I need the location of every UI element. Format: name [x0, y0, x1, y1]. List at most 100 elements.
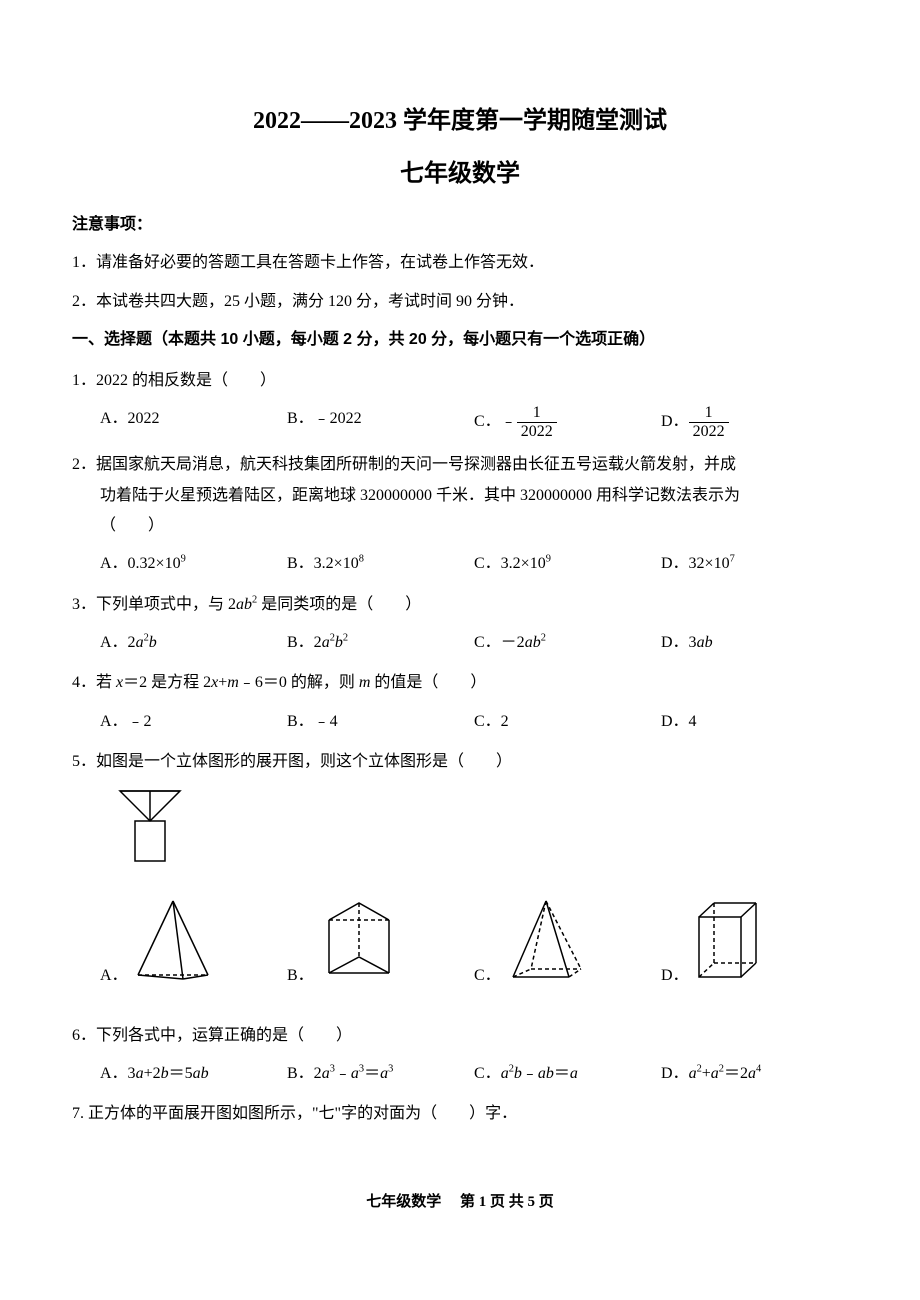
option-a: A．0.32×109 [100, 549, 287, 579]
variable: a [322, 634, 330, 651]
page-subtitle: 七年级数学 [72, 153, 848, 188]
option-d-prefix: D． [661, 413, 689, 430]
variable: b [335, 634, 343, 651]
opt-text: A．0.32×10 [100, 555, 181, 572]
variable: a [748, 1065, 756, 1082]
text: 的值是（ ） [370, 674, 486, 691]
option-label: C． [474, 961, 501, 985]
question-stem: 1．2022 的相反数是（ ） [72, 366, 848, 396]
option-c: C． [474, 895, 661, 985]
question-options: A．0.32×109 B．3.2×108 C．3.2×109 D．32×107 [100, 549, 848, 579]
question-options: A．2022 B．﹣2022 C．﹣12022 D．12022 [100, 404, 848, 440]
variable: ab [538, 1065, 554, 1082]
notice-heading: 注意事项： [72, 210, 848, 240]
option-d: D．a2+a2＝2a4 [661, 1059, 848, 1089]
option-d: D． [661, 895, 848, 985]
notice-item: 2．本试卷共四大题，25 小题，满分 120 分，考试时间 90 分钟． [72, 287, 848, 317]
text: ＝ [554, 1065, 570, 1082]
opt-text: B．3.2×10 [287, 555, 359, 572]
option-label: D． [661, 961, 689, 985]
question-stem: 5．如图是一个立体图形的展开图，则这个立体图形是（ ） [72, 747, 848, 777]
superscript: 8 [359, 554, 364, 565]
option-d: D．12022 [661, 404, 848, 440]
variable: a [351, 1065, 359, 1082]
text: B．2 [287, 634, 322, 651]
question-stem: 7. 正方体的平面展开图如图所示，"七"字的对面为（ ）字． [72, 1099, 848, 1129]
superscript: 9 [546, 554, 551, 565]
superscript: 2 [541, 633, 546, 644]
option-a: A．2022 [100, 404, 287, 440]
option-b: B．3.2×108 [287, 549, 474, 579]
triangular-prism-icon [314, 895, 404, 985]
variable: m [227, 674, 239, 691]
variable: a [570, 1065, 578, 1082]
fraction: 12022 [689, 404, 729, 440]
net-icon [100, 786, 200, 876]
notice-item: 1．请准备好必要的答题工具在答题卡上作答，在试卷上作答无效． [72, 248, 848, 278]
text: B．2 [287, 1065, 322, 1082]
superscript: 4 [756, 1064, 761, 1075]
option-c: C．2 [474, 707, 661, 737]
text: + [702, 1065, 711, 1082]
text: ﹣ [335, 1065, 351, 1082]
text: D．3 [661, 634, 697, 651]
text: 是同类项的是（ ） [257, 596, 421, 613]
page-footer: 七年级数学 第 1 页 共 5 页 [72, 1190, 848, 1211]
option-b: B．﹣2022 [287, 404, 474, 440]
option-c: C．3.2×109 [474, 549, 661, 579]
variable: ab [193, 1065, 209, 1082]
option-c: C．a2b﹣ab＝a [474, 1059, 661, 1089]
option-b: B． [287, 895, 474, 985]
opt-text: D．32×10 [661, 555, 730, 572]
variable: a [501, 1065, 509, 1082]
option-a: A．﹣2 [100, 707, 287, 737]
option-a: A． [100, 895, 287, 985]
unfolded-net-diagram [100, 786, 848, 881]
option-c: C．﹣12022 [474, 404, 661, 440]
text: + [218, 674, 227, 691]
option-label: B． [287, 961, 314, 985]
question-stem: 4．若 x＝2 是方程 2x+m﹣6＝0 的解，则 m 的值是（ ） [72, 668, 848, 698]
opt-text: C．3.2×10 [474, 555, 546, 572]
fraction: 12022 [517, 404, 557, 440]
text: ＝2 [724, 1065, 748, 1082]
option-b: B．2a2b2 [287, 628, 474, 658]
numerator: 1 [689, 404, 729, 423]
superscript: 7 [730, 554, 735, 565]
superscript: 3 [388, 1064, 393, 1075]
question-options: A．2a2b B．2a2b2 C．－2ab2 D．3ab [100, 628, 848, 658]
text: ＝ [364, 1065, 380, 1082]
text: C．－2 [474, 634, 525, 651]
question-options: A．3a+2b＝5ab B．2a3﹣a3＝a3 C．a2b﹣ab＝a D．a2+… [100, 1059, 848, 1089]
q2-line2: 功着陆于火星预选着陆区，距离地球 320000000 千米．其中 3200000… [100, 487, 740, 504]
superscript: 9 [181, 554, 186, 565]
text: ﹣ [522, 1065, 538, 1082]
q2-line1: 2．据国家航天局消息，航天科技集团所研制的天问一号探测器由长征五号运载火箭发射，… [72, 456, 736, 473]
text: ＝5 [169, 1065, 193, 1082]
variable: ab [697, 634, 713, 651]
variable: a [136, 1065, 144, 1082]
variable: a [711, 1065, 719, 1082]
text: A．3 [100, 1065, 136, 1082]
variable: b [161, 1065, 169, 1082]
square-pyramid-icon [501, 895, 591, 985]
variable: a [136, 634, 144, 651]
question-options: A．﹣2 B．﹣4 C．2 D．4 [100, 707, 848, 737]
variable: a [380, 1065, 388, 1082]
numerator: 1 [517, 404, 557, 423]
variable: a [689, 1065, 697, 1082]
option-b: B．﹣4 [287, 707, 474, 737]
variable: ab [236, 596, 252, 613]
text: 3．下列单项式中，与 2 [72, 596, 236, 613]
option-d: D．3ab [661, 628, 848, 658]
text: D． [661, 1065, 689, 1082]
variable: ab [525, 634, 541, 651]
option-a: A．2a2b [100, 628, 287, 658]
q2-line3: （ ） [100, 517, 164, 534]
option-b: B．2a3﹣a3＝a3 [287, 1059, 474, 1089]
text: ﹣6＝0 的解，则 [239, 674, 359, 691]
section-heading: 一、选择题（本题共 10 小题，每小题 2 分，共 20 分，每小题只有一个选项… [72, 325, 848, 355]
variable: m [359, 674, 371, 691]
question-stem: 2．据国家航天局消息，航天科技集团所研制的天问一号探测器由长征五号运载火箭发射，… [72, 450, 848, 541]
text: C． [474, 1065, 501, 1082]
